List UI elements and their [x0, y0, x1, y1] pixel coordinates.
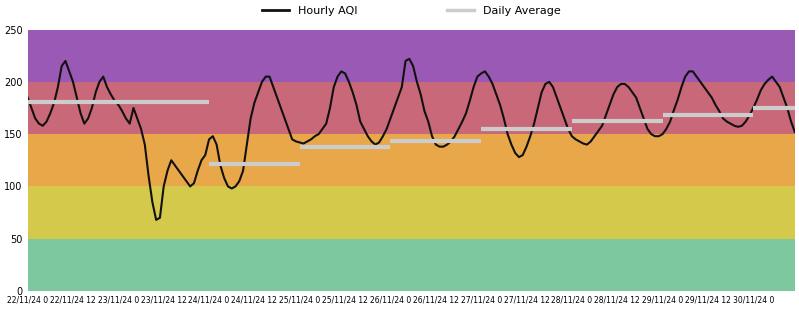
Bar — [28, 186, 795, 239]
Bar — [28, 0, 795, 82]
Legend: Hourly AQI, Daily Average: Hourly AQI, Daily Average — [257, 1, 566, 20]
Bar — [28, 134, 795, 186]
Bar — [28, 239, 795, 291]
Bar — [28, 82, 795, 134]
